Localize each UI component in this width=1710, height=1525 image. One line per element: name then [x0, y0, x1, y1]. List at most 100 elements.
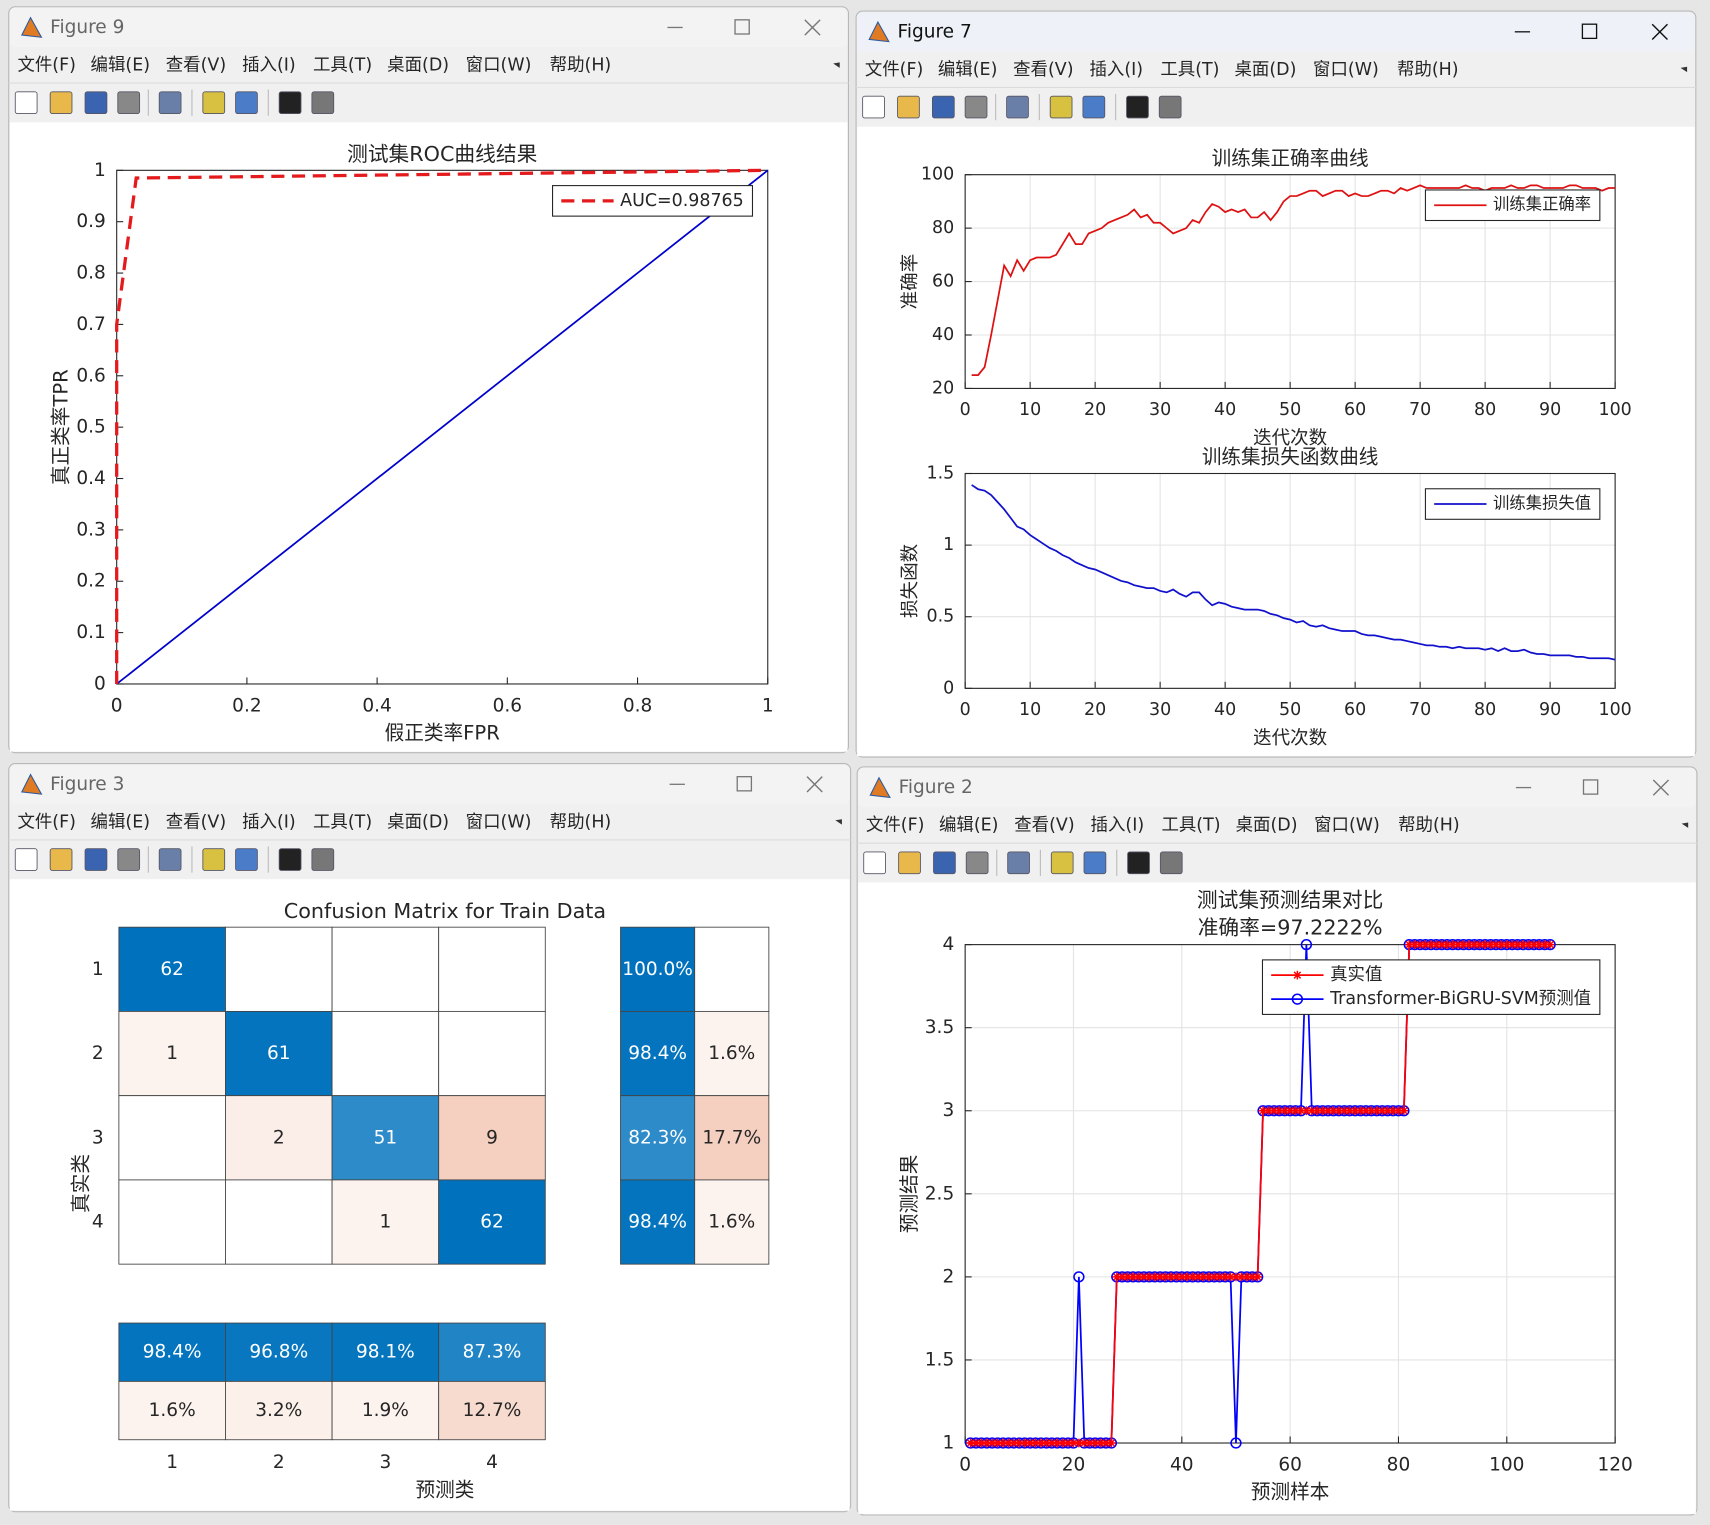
menu-item[interactable]: 查看(V)	[166, 56, 226, 76]
window-title: Figure 9	[50, 17, 124, 38]
menu-item[interactable]: 帮助(H)	[1397, 60, 1459, 80]
menu-item[interactable]: 帮助(H)	[550, 56, 612, 76]
maximize-button[interactable]	[734, 19, 750, 35]
menu-item[interactable]: 查看(V)	[1014, 816, 1074, 836]
menu-item[interactable]: 编辑(E)	[939, 816, 999, 836]
toolbar-button[interactable]	[1050, 851, 1074, 875]
toolbar-button[interactable]	[863, 851, 886, 875]
menu-item[interactable]: 桌面(D)	[387, 812, 449, 832]
menu-item[interactable]: 帮助(H)	[1398, 816, 1460, 836]
menu-item[interactable]: 桌面(D)	[387, 56, 449, 76]
data-point	[1155, 1272, 1165, 1282]
menu-item[interactable]: 插入(I)	[1089, 60, 1143, 80]
menu-item[interactable]: 编辑(E)	[91, 812, 151, 832]
toolbar-button[interactable]	[897, 95, 920, 119]
cell-label: 1.9%	[362, 1400, 409, 1421]
data-point	[1383, 1106, 1392, 1116]
toolbar-button[interactable]	[84, 91, 108, 115]
data-point	[1042, 1438, 1051, 1448]
data-point	[982, 1438, 992, 1448]
menu-item[interactable]: 工具(T)	[313, 812, 372, 832]
menu-item[interactable]: 编辑(E)	[91, 56, 151, 76]
maximize-button[interactable]	[736, 776, 753, 792]
menu-item[interactable]: 桌面(D)	[1235, 60, 1297, 80]
toolbar-button[interactable]	[311, 848, 335, 871]
toolbar-button[interactable]	[311, 91, 335, 115]
x-tick-label: 10	[1019, 700, 1041, 720]
toolbar-button[interactable]	[158, 91, 182, 115]
menu-item[interactable]: 工具(T)	[1161, 816, 1220, 836]
toolbar-button[interactable]	[965, 851, 989, 875]
data-point	[1188, 1272, 1197, 1282]
toolbar-button[interactable]	[1126, 95, 1149, 119]
toolbar-button[interactable]	[202, 91, 226, 115]
y-tick-label: 1.5	[927, 464, 955, 484]
toolbar-button[interactable]	[931, 95, 955, 119]
toolbar-button[interactable]	[1006, 95, 1029, 119]
menu-item[interactable]: 文件(F)	[865, 60, 924, 80]
menu-item[interactable]: 窗口(W)	[466, 56, 532, 76]
maximize-button[interactable]	[1581, 23, 1598, 40]
toolbar-button[interactable]	[1049, 95, 1073, 119]
menu-item[interactable]: 文件(F)	[17, 812, 76, 832]
close-button[interactable]	[806, 776, 823, 793]
toolbar-button[interactable]	[1159, 851, 1183, 875]
data-point	[1339, 1106, 1349, 1116]
menu-item[interactable]: 查看(V)	[1013, 60, 1073, 80]
toolbar-button[interactable]	[933, 851, 956, 875]
legend: 训练集正确率	[1424, 189, 1601, 222]
toolbar-button[interactable]	[117, 91, 141, 115]
menu-item[interactable]: 工具(T)	[1160, 60, 1219, 80]
data-point	[1307, 1106, 1317, 1116]
menu-item[interactable]: 插入(I)	[242, 56, 296, 76]
data-point	[1166, 1272, 1176, 1282]
data-point	[1296, 1106, 1306, 1116]
toolbar-button[interactable]	[49, 848, 73, 871]
data-point	[1334, 1106, 1344, 1116]
menu-item[interactable]: 文件(F)	[17, 56, 76, 76]
menu-item[interactable]: 窗口(W)	[1313, 60, 1379, 80]
menu-item[interactable]: 桌面(D)	[1236, 816, 1298, 836]
toolbar-button[interactable]	[158, 848, 182, 871]
data-line	[116, 169, 769, 685]
close-button[interactable]	[1651, 23, 1668, 40]
close-button[interactable]	[1652, 779, 1670, 796]
toolbar-button[interactable]	[964, 95, 988, 119]
maximize-button[interactable]	[1582, 779, 1599, 795]
toolbar-button[interactable]	[235, 848, 258, 871]
toolbar-button[interactable]	[1082, 95, 1106, 119]
toolbar-button[interactable]	[1158, 95, 1182, 119]
data-point	[1101, 1438, 1111, 1448]
toolbar-button[interactable]	[117, 848, 141, 871]
toolbar-button[interactable]	[235, 91, 258, 115]
toolbar-button[interactable]	[862, 95, 885, 119]
toolbar-button[interactable]	[1127, 851, 1150, 875]
menu-item[interactable]: 帮助(H)	[550, 812, 612, 832]
menu-item[interactable]: 窗口(W)	[1314, 816, 1380, 836]
toolbar-button[interactable]	[278, 848, 302, 871]
toolbar-button[interactable]	[1007, 851, 1030, 875]
data-point	[1274, 1106, 1284, 1116]
toolbar-button[interactable]	[84, 848, 108, 871]
toolbar-button[interactable]	[1083, 851, 1107, 875]
toolbar-button[interactable]	[14, 848, 38, 871]
toolbar-button[interactable]	[14, 91, 38, 115]
data-point	[1230, 1437, 1242, 1449]
menu-item[interactable]: 窗口(W)	[466, 812, 532, 832]
menu-item[interactable]: 编辑(E)	[938, 60, 998, 80]
y-axis-label: 真实类	[69, 1154, 92, 1213]
toolbar-button[interactable]	[898, 851, 921, 875]
x-tick-label: 70	[1409, 400, 1431, 420]
close-button[interactable]	[804, 19, 821, 36]
x-axis-label: 预测样本	[1251, 1481, 1330, 1504]
menu-item[interactable]: 插入(I)	[1091, 816, 1145, 836]
menu-item[interactable]: 查看(V)	[166, 812, 226, 832]
menu-item[interactable]: 工具(T)	[313, 56, 372, 76]
toolbar-button[interactable]	[278, 91, 302, 115]
data-point	[1464, 940, 1474, 949]
data-point	[1253, 1272, 1262, 1282]
menu-item[interactable]: 文件(F)	[866, 816, 925, 836]
menu-item[interactable]: 插入(I)	[242, 812, 296, 832]
toolbar-button[interactable]	[49, 91, 73, 115]
toolbar-button[interactable]	[202, 848, 226, 871]
